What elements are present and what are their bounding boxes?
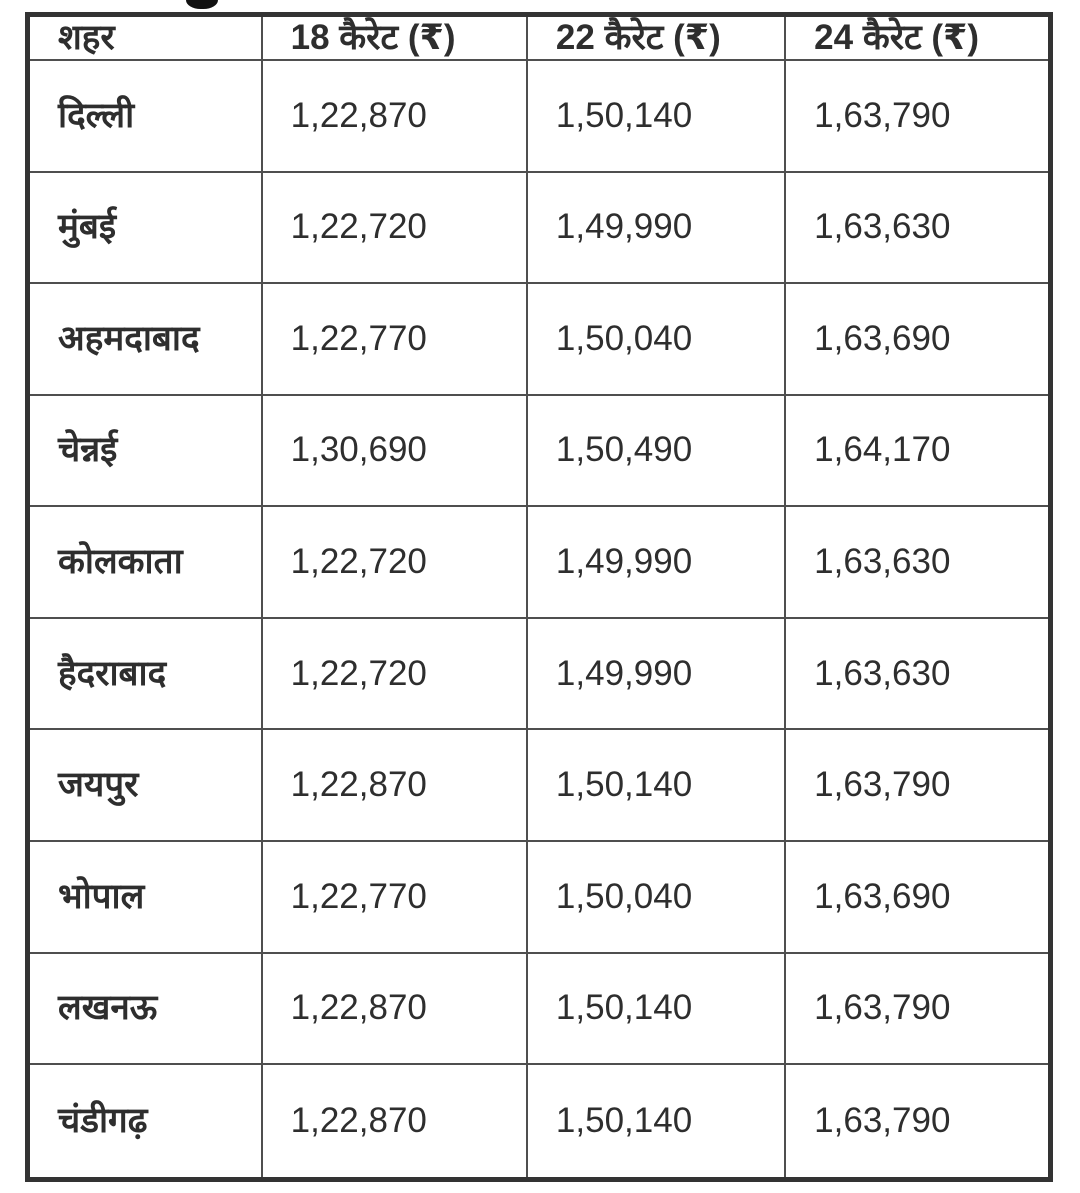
cell-22-carat: 1,50,490	[525, 393, 787, 508]
gold-price-table: शहर 18 कैरेट (₹) 22 कैरेट (₹) 24 कैरेट (…	[25, 12, 1053, 1182]
cell-city: लखनऊ	[26, 951, 263, 1066]
table-row: भोपाल 1,22,770 1,50,040 1,63,690	[26, 839, 1052, 954]
table-row: दिल्ली 1,22,870 1,50,140 1,63,790	[26, 59, 1052, 173]
cell-18-carat: 1,22,720	[260, 170, 528, 285]
cell-22-carat: 1,50,140	[525, 951, 787, 1066]
cell-city: चेन्नई	[26, 393, 263, 508]
cell-18-carat: 1,22,770	[260, 282, 528, 396]
header-city: शहर	[26, 13, 263, 61]
table-row: हैदराबाद 1,22,720 1,49,990 1,63,630	[26, 616, 1052, 731]
cell-18-carat: 1,22,770	[260, 839, 528, 954]
cell-22-carat: 1,50,140	[525, 728, 787, 842]
cell-22-carat: 1,50,140	[525, 59, 787, 173]
cell-city: मुंबई	[26, 170, 263, 285]
table-row: अहमदाबाद 1,22,770 1,50,040 1,63,690	[26, 282, 1052, 396]
cell-22-carat: 1,49,990	[525, 505, 787, 619]
cell-city: कोलकाता	[26, 505, 263, 619]
cell-city: जयपुर	[26, 728, 263, 842]
cell-city: अहमदाबाद	[26, 282, 263, 396]
header-row: शहर 18 कैरेट (₹) 22 कैरेट (₹) 24 कैरेट (…	[26, 13, 1052, 61]
cell-18-carat: 1,22,870	[260, 728, 528, 842]
cell-24-carat: 1,64,170	[784, 393, 1052, 508]
cell-24-carat: 1,63,790	[784, 728, 1052, 842]
cell-24-carat: 1,63,790	[784, 59, 1052, 173]
cell-22-carat: 1,49,990	[525, 616, 787, 731]
header-22-carat: 22 कैरेट (₹)	[525, 13, 787, 61]
cell-city: हैदराबाद	[26, 616, 263, 731]
table-row: कोलकाता 1,22,720 1,49,990 1,63,630	[26, 505, 1052, 619]
cell-22-carat: 1,49,990	[525, 170, 787, 285]
table-row: लखनऊ 1,22,870 1,50,140 1,63,790	[26, 951, 1052, 1066]
cell-24-carat: 1,63,690	[784, 839, 1052, 954]
cell-18-carat: 1,22,870	[260, 59, 528, 173]
cell-22-carat: 1,50,040	[525, 282, 787, 396]
header-18-carat: 18 कैरेट (₹)	[260, 13, 528, 61]
cell-18-carat: 1,22,870	[260, 1063, 528, 1181]
cell-22-carat: 1,50,040	[525, 839, 787, 954]
cell-city: दिल्ली	[26, 59, 263, 173]
table-row: चेन्नई 1,30,690 1,50,490 1,64,170	[26, 393, 1052, 508]
table-row: मुंबई 1,22,720 1,49,990 1,63,630	[26, 170, 1052, 285]
cell-24-carat: 1,63,690	[784, 282, 1052, 396]
cell-24-carat: 1,63,630	[784, 170, 1052, 285]
cell-city: चंडीगढ़	[26, 1063, 263, 1181]
table-row: जयपुर 1,22,870 1,50,140 1,63,790	[26, 728, 1052, 842]
header-24-carat: 24 कैरेट (₹)	[784, 13, 1052, 61]
cell-18-carat: 1,22,870	[260, 951, 528, 1066]
table-row: चंडीगढ़ 1,22,870 1,50,140 1,63,790	[26, 1063, 1052, 1181]
cell-18-carat: 1,22,720	[260, 616, 528, 731]
cell-24-carat: 1,63,630	[784, 505, 1052, 619]
cell-18-carat: 1,30,690	[260, 393, 528, 508]
cell-24-carat: 1,63,790	[784, 1063, 1052, 1181]
cropped-heading-fragment	[186, 0, 218, 9]
cell-24-carat: 1,63,790	[784, 951, 1052, 1066]
cell-city: भोपाल	[26, 839, 263, 954]
cell-22-carat: 1,50,140	[525, 1063, 787, 1181]
cell-24-carat: 1,63,630	[784, 616, 1052, 731]
cell-18-carat: 1,22,720	[260, 505, 528, 619]
